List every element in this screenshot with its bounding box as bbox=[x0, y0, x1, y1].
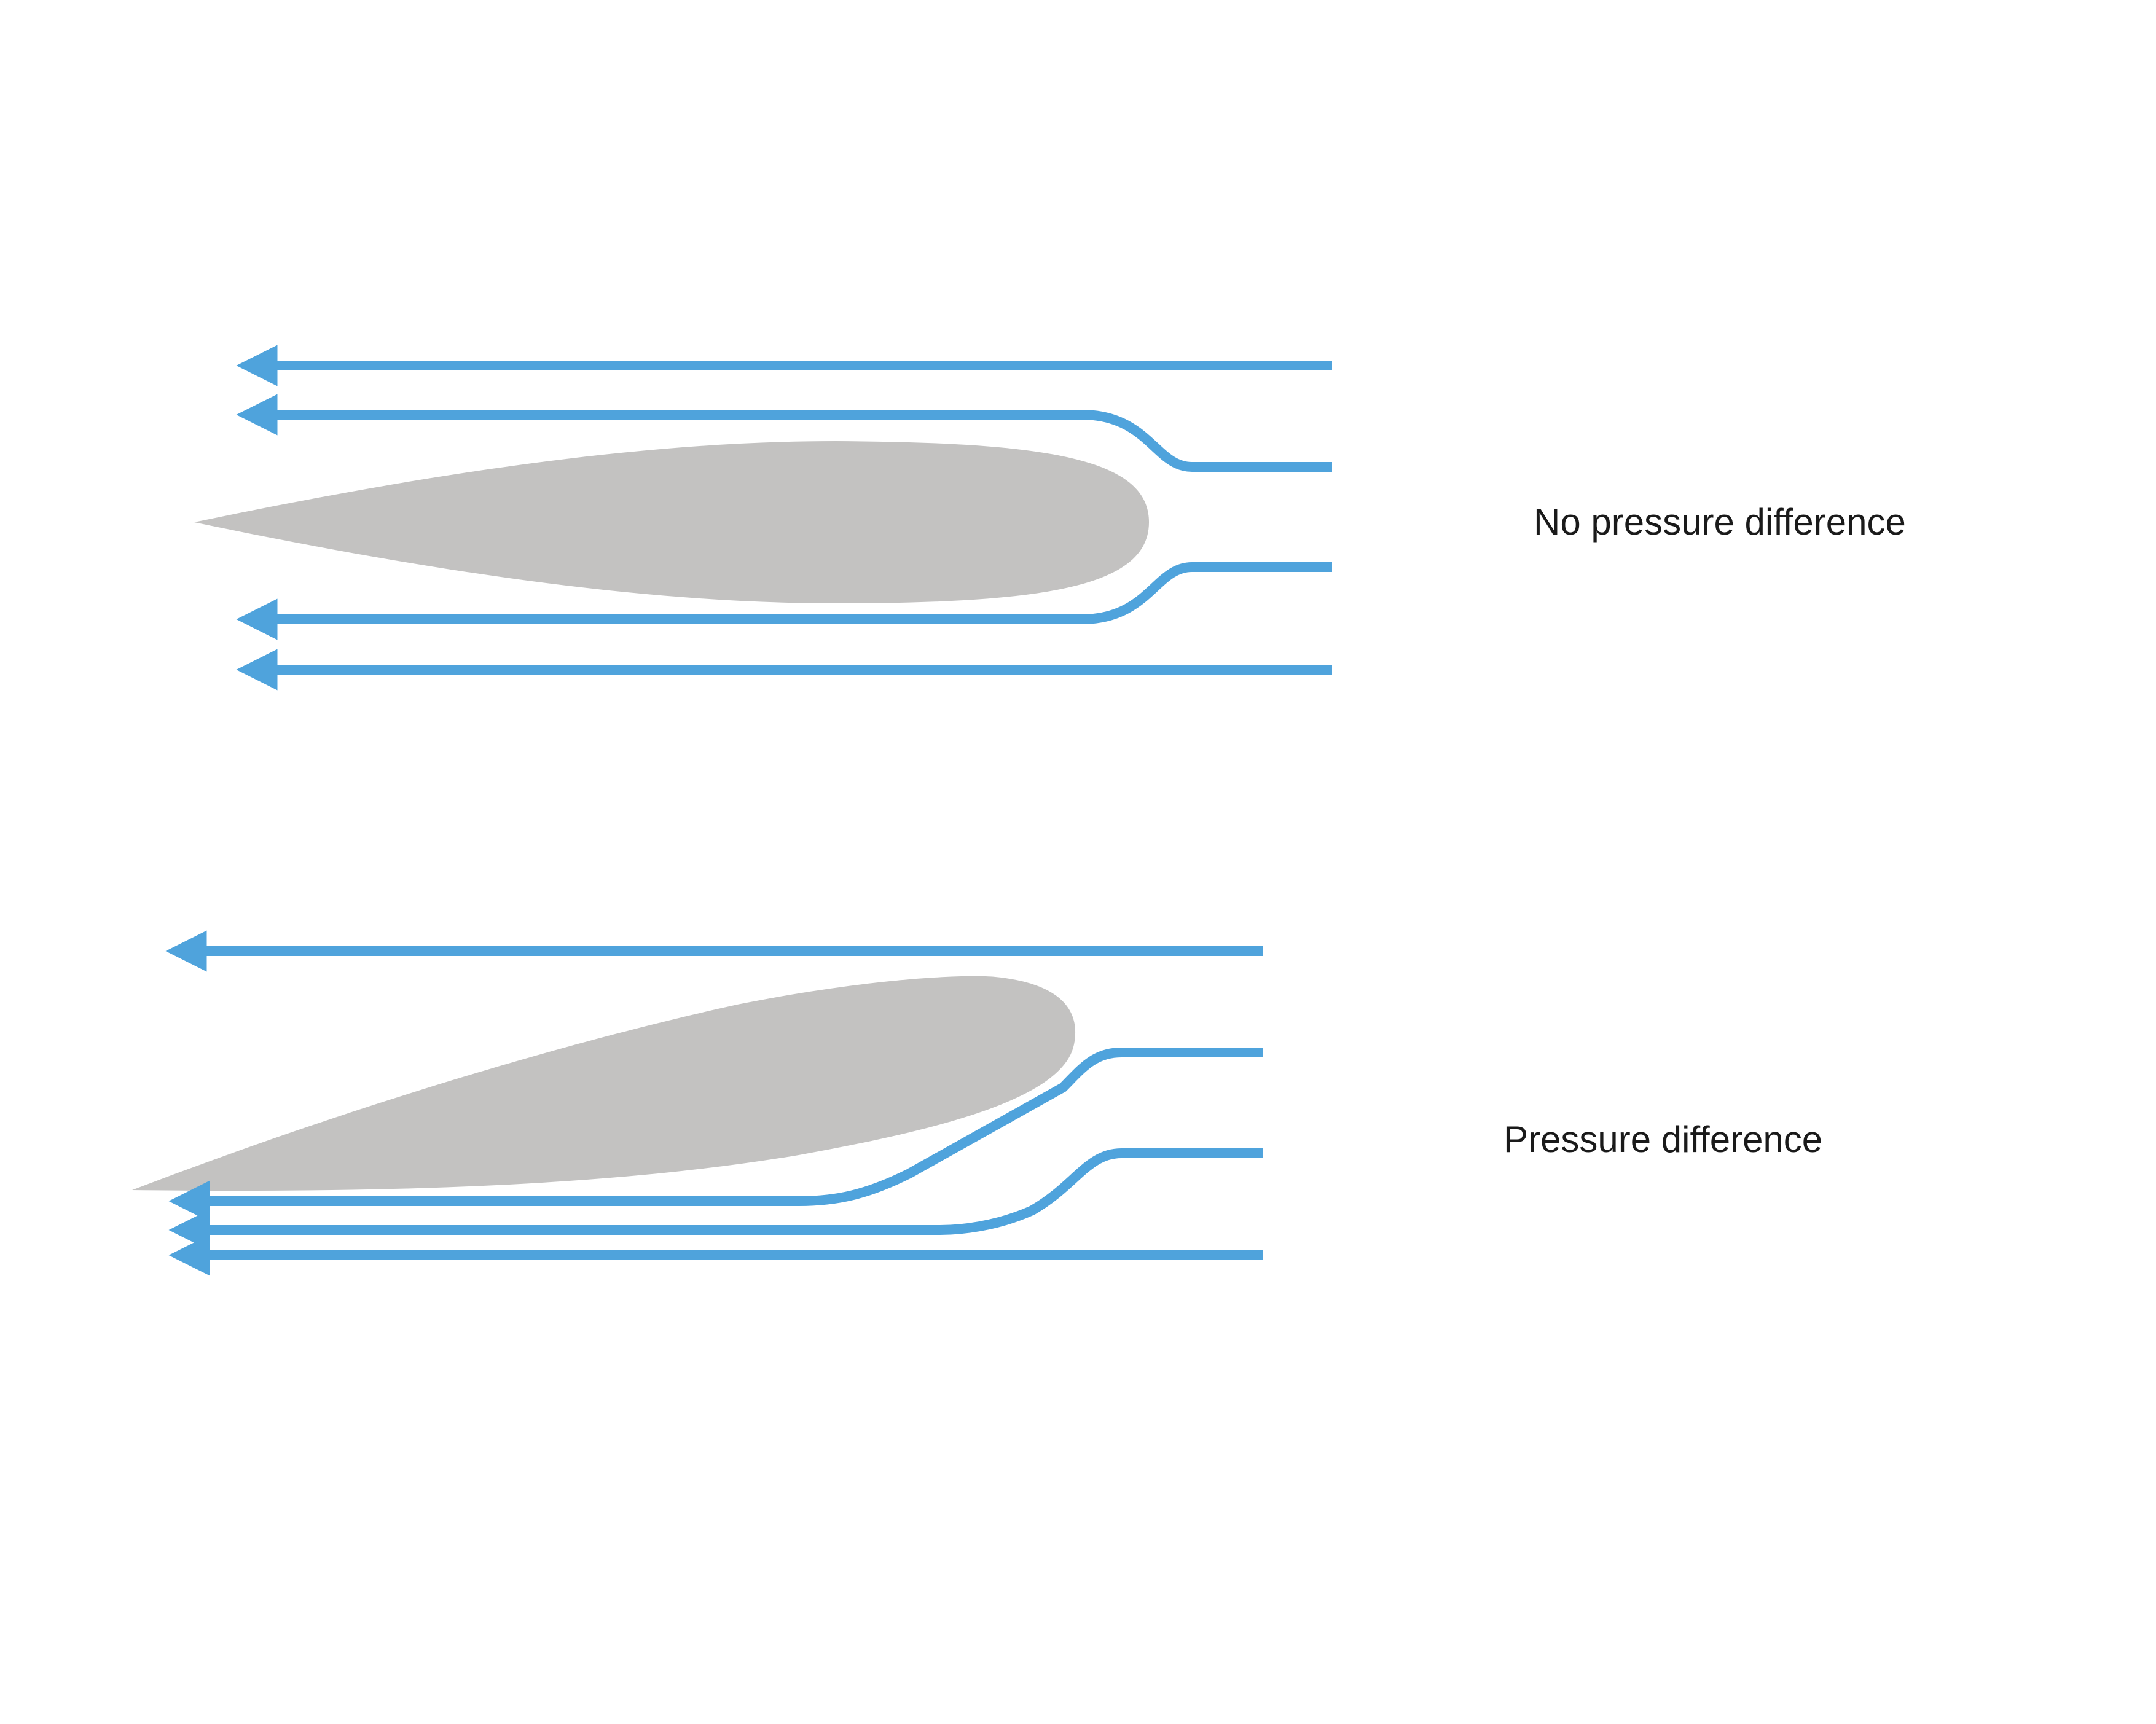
streamline-pressure-upper bbox=[168, 1048, 1263, 1222]
streamline-pressure-lower bbox=[168, 1148, 1263, 1251]
streamline-top-lower bbox=[236, 562, 1332, 640]
panel-label-pressure-difference: Pressure difference bbox=[1503, 1119, 1823, 1160]
symmetric-airfoil bbox=[194, 441, 1149, 603]
angled-airfoil bbox=[132, 976, 1076, 1191]
panel-label-no-pressure-difference: No pressure difference bbox=[1534, 501, 1906, 543]
panel-no-pressure-difference bbox=[194, 345, 1332, 691]
panel-pressure-difference bbox=[132, 930, 1263, 1276]
streamline-top-upper bbox=[236, 394, 1332, 472]
